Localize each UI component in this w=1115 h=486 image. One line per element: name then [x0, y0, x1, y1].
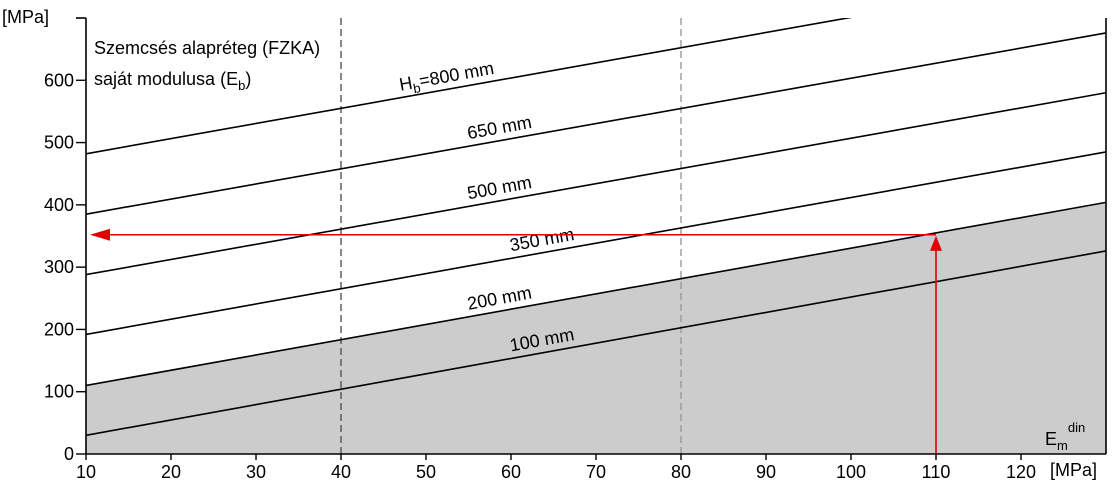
example-left-arrowhead — [90, 228, 110, 241]
series-label-500-mm: 500 mm — [466, 172, 534, 203]
y-tick-label-500: 500 — [44, 133, 74, 153]
label-h-base: H — [398, 73, 414, 95]
x-tick-label-80: 80 — [671, 462, 691, 482]
x-tick-label-100: 100 — [836, 462, 866, 482]
y-tick-label-200: 200 — [44, 319, 74, 339]
series-line-500-mm — [86, 91, 1106, 276]
x-axis-unit: [MPa] — [1050, 460, 1097, 480]
y-tick-label-300: 300 — [44, 257, 74, 277]
label-h-rest: =800 mm — [418, 58, 496, 91]
y-tick-label-100: 100 — [44, 382, 74, 402]
x-tick-label-70: 70 — [586, 462, 606, 482]
shaded-region — [86, 202, 1106, 454]
x-tick-label-40: 40 — [331, 462, 351, 482]
series-line-650-mm — [86, 32, 1106, 215]
title-line-2-sub: b — [238, 78, 245, 93]
dashed-grid-layer — [340, 18, 682, 454]
label-h-sub: b — [412, 80, 422, 96]
axes-layer: 10 20 30 40 50 60 70 80 90 100 110 120 0 100 200 300 400… — [44, 17, 1107, 482]
y-tick-label-600: 600 — [44, 70, 74, 90]
chart-title-line-2: saját modulusa (Eb) — [94, 69, 251, 93]
shaded-region-layer — [86, 202, 1106, 454]
x-tick-label-20: 20 — [161, 462, 181, 482]
series-label-350-mm: 350 mm — [508, 224, 576, 255]
x-variable-label: Emdin — [1045, 420, 1085, 453]
x-tick-label-60: 60 — [501, 462, 521, 482]
x-var-base: E — [1045, 429, 1057, 449]
x-tick-label-10: 10 — [76, 462, 96, 482]
series-label-800-mm: Hb=800 mm — [398, 58, 497, 99]
example-arrows-layer — [90, 228, 942, 454]
x-tick-label-110: 110 — [922, 462, 951, 482]
title-line-2-close: ) — [245, 69, 251, 89]
example-up-arrowhead — [930, 235, 942, 251]
series-line-800-mm — [86, 18, 853, 155]
y-axis-unit: [MPa] — [2, 7, 49, 27]
series-label-650-mm: 650 mm — [466, 112, 534, 143]
x-tick-label-120: 120 — [1006, 462, 1036, 482]
series-line-200-mm — [86, 201, 1106, 387]
title-line-2-main: saját modulusa (E — [94, 69, 238, 89]
y-tick-label-0: 0 — [64, 444, 74, 464]
x-var-sup: din — [1068, 420, 1085, 435]
y-tick-label-400: 400 — [44, 195, 74, 215]
x-tick-label-50: 50 — [416, 462, 436, 482]
x-tick-label-30: 30 — [246, 462, 266, 482]
series-line-350-mm — [86, 151, 1106, 336]
chart-title-line-1: Szemcsés alapréteg (FZKA) — [94, 38, 320, 58]
x-var-sub: m — [1057, 438, 1068, 453]
x-tick-label-90: 90 — [756, 462, 776, 482]
